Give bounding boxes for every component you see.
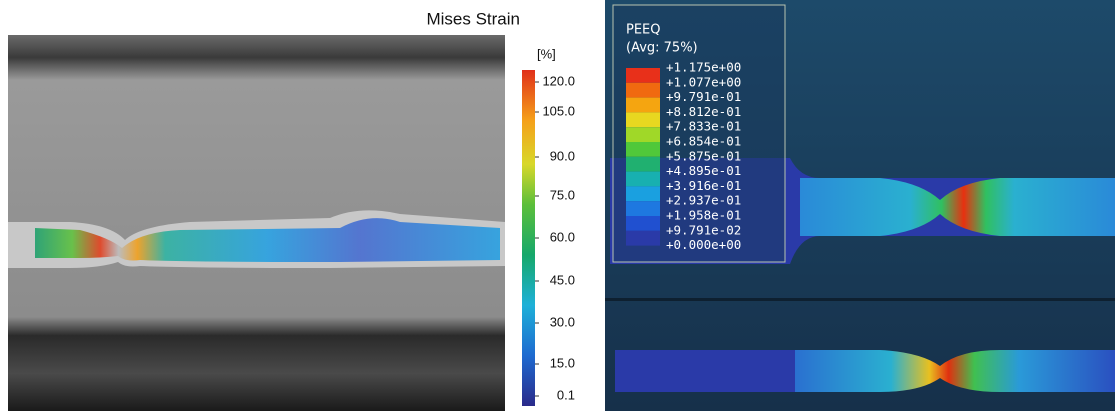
legend-label: +2.937e-01 [666,193,741,208]
legend-label: +8.812e-01 [666,104,741,119]
legend-label: +1.175e+00 [666,60,741,75]
legend-swatch [626,82,660,98]
colorbar [522,70,535,406]
legend-subtitle: (Avg: 75%) [626,41,698,56]
legend-label: +3.916e-01 [666,178,741,193]
colorbar-label: 0.1 [557,387,575,402]
colorbar-label: 45.0 [550,272,575,287]
legend-swatch [626,216,660,231]
unit: [%] [537,46,556,61]
colorbar-label: 90.0 [550,148,575,163]
legend-swatch [626,142,660,157]
legend-label: +1.958e-01 [666,208,741,223]
legend-swatch [626,112,660,128]
divider [605,298,1115,301]
lower-specimen [795,350,1115,392]
legend-label: +5.875e-01 [666,148,741,163]
legend-swatch [626,127,660,142]
title: Mises Strain [426,9,520,28]
legend-label: +6.854e-01 [666,134,741,149]
legend-title: PEEQ [626,23,661,38]
legend-swatch [626,230,660,246]
legend-swatch [626,68,660,83]
legend-label: +1.077e+00 [666,74,741,89]
legend-swatch [626,97,660,113]
legend-swatch [626,201,660,216]
legend-label: +0.000e+00 [666,237,741,252]
legend-label: +9.791e-01 [666,89,741,104]
colorbar-label: 30.0 [550,314,575,329]
legend-swatch [626,171,660,187]
legend-scale: +1.175e+00+1.077e+00+9.791e-01+8.812e-01… [626,60,741,252]
colorbar-label: 60.0 [550,229,575,244]
upper-specimen [800,178,1115,236]
colorbar-label: 15.0 [550,355,575,370]
colorbar-label: 120.0 [542,73,575,88]
legend-swatch [626,186,660,202]
legend-label: +4.895e-01 [666,163,741,178]
colorbar-label: 75.0 [550,187,575,202]
lower-grip [615,350,795,392]
legend-label: +9.791e-02 [666,222,741,237]
legend-swatch [626,156,660,172]
colorbar-labels: 120.0 105.0 90.0 75.0 60.0 45.0 30.0 15.0 0.1 [535,73,575,402]
legend-label: +7.833e-01 [666,119,741,134]
colorbar-label: 105.0 [542,103,575,118]
strain-field [35,218,500,262]
